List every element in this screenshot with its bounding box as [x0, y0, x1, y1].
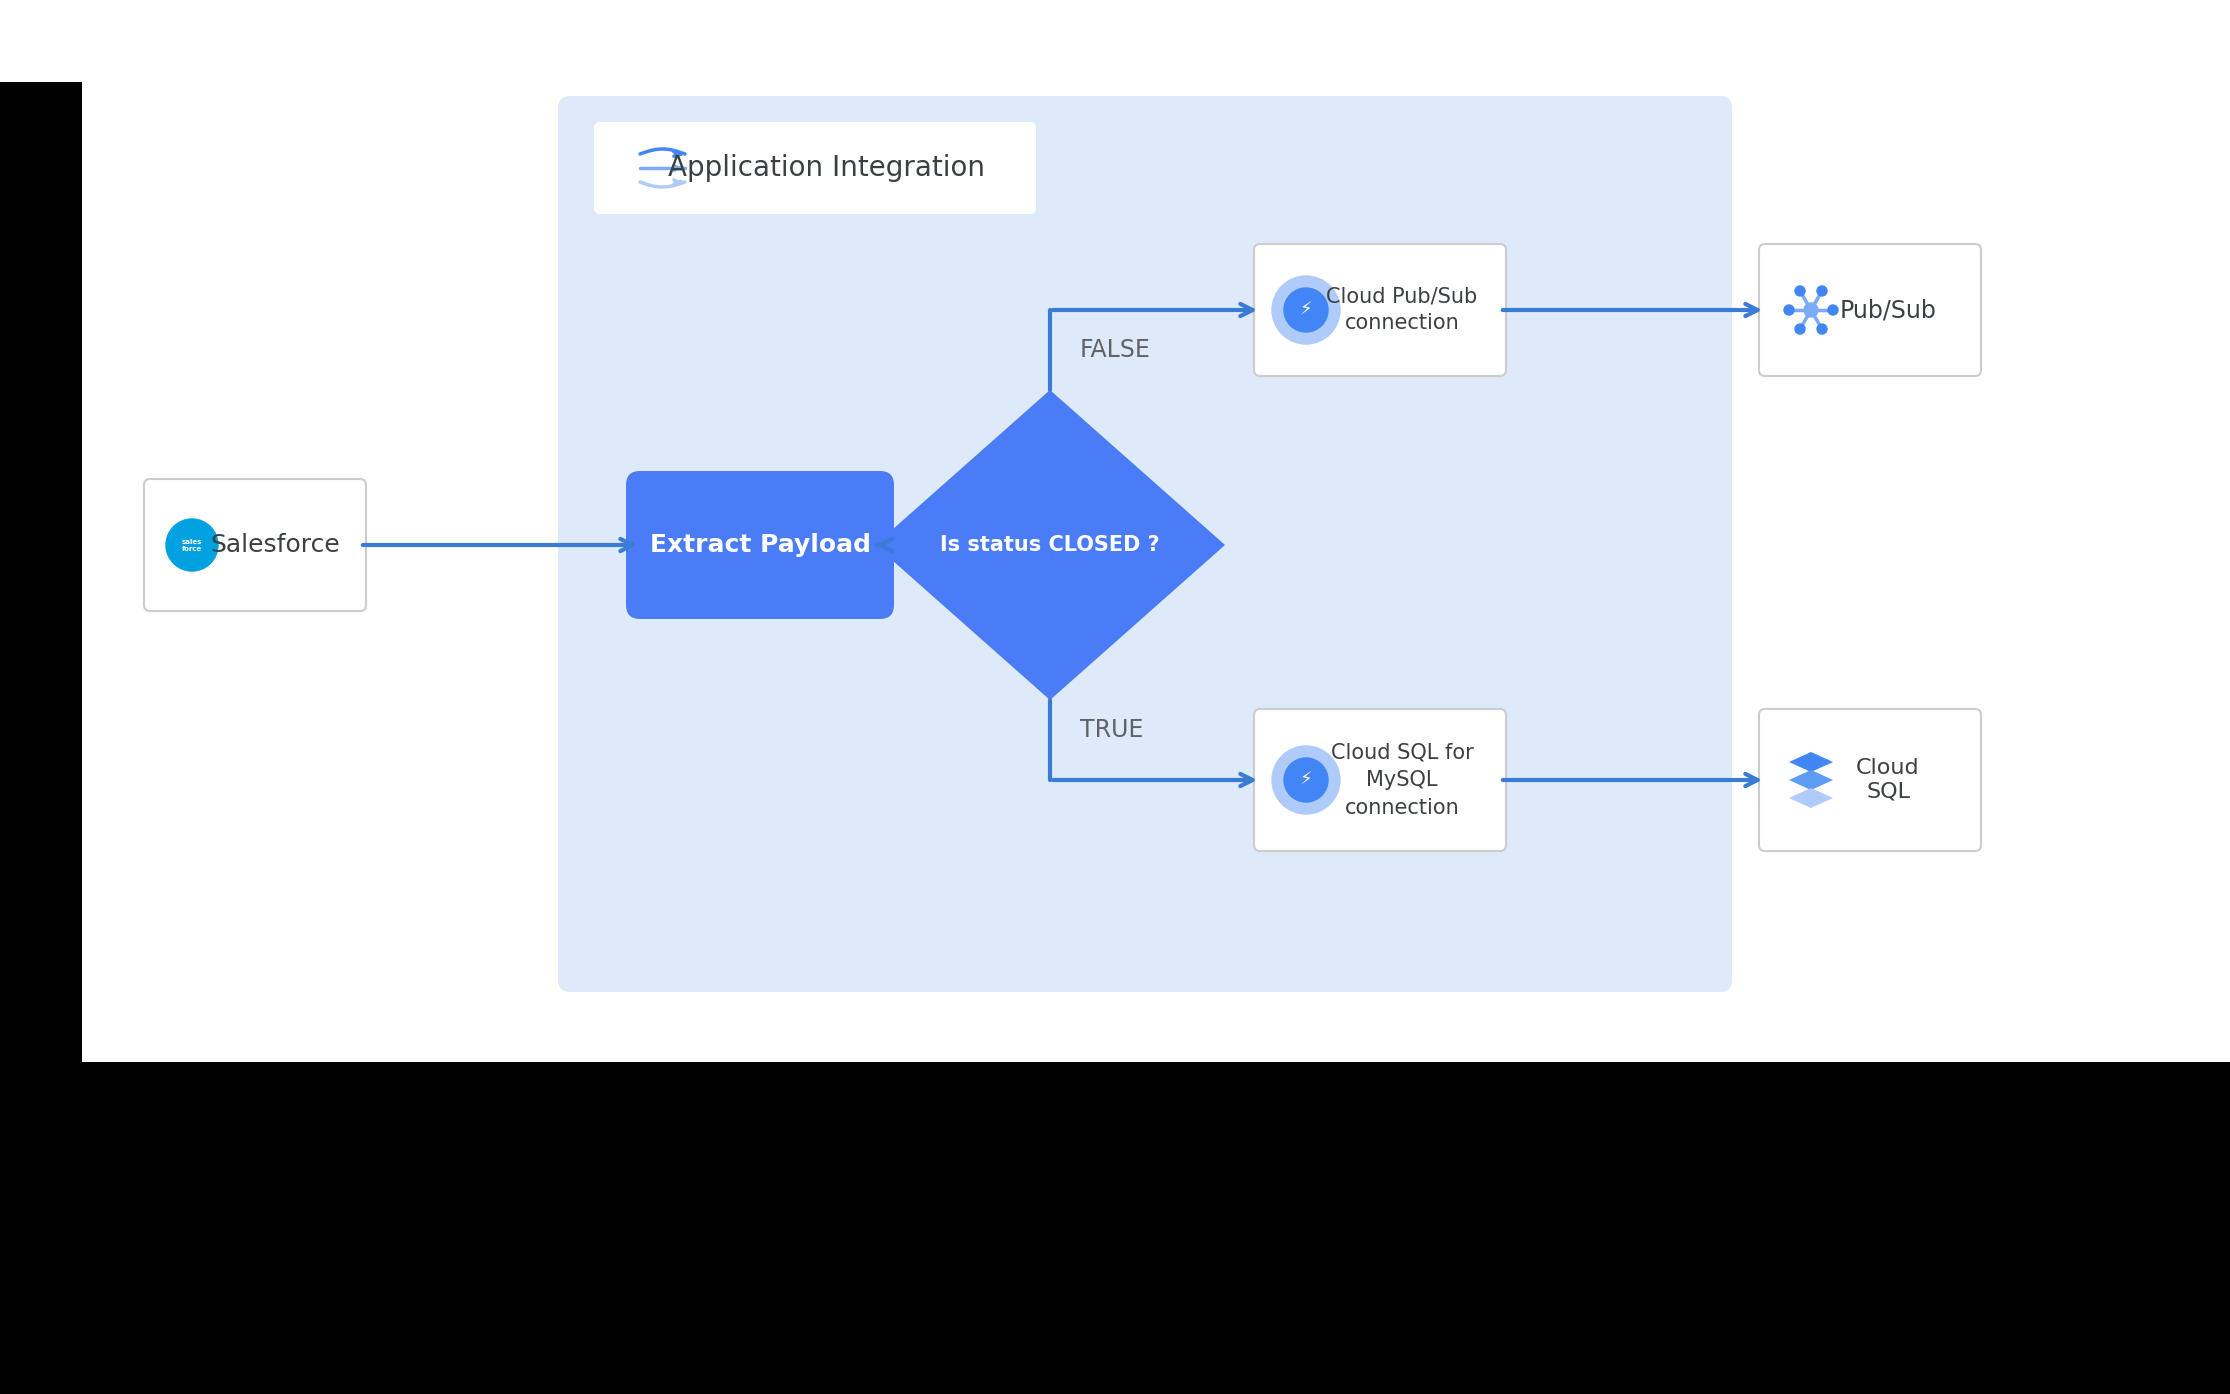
Circle shape: [1817, 323, 1826, 335]
FancyBboxPatch shape: [145, 480, 366, 611]
Circle shape: [1804, 302, 1817, 316]
Circle shape: [165, 519, 219, 572]
Circle shape: [1284, 758, 1329, 802]
Bar: [0, 1062, 2230, 1394]
Text: TRUE: TRUE: [1079, 718, 1144, 742]
Polygon shape: [1788, 769, 1833, 790]
Text: Cloud
SQL: Cloud SQL: [1855, 758, 1920, 802]
FancyBboxPatch shape: [593, 123, 1037, 215]
Circle shape: [1271, 276, 1340, 344]
Polygon shape: [874, 390, 1224, 700]
Text: Cloud SQL for
MySQL
connection: Cloud SQL for MySQL connection: [1331, 742, 1474, 818]
Text: ⚡: ⚡: [1300, 771, 1311, 789]
Circle shape: [1284, 289, 1329, 332]
Circle shape: [1271, 746, 1340, 814]
FancyBboxPatch shape: [1253, 710, 1505, 850]
Circle shape: [1829, 305, 1838, 315]
FancyBboxPatch shape: [1253, 244, 1505, 376]
Text: sales
force: sales force: [183, 538, 203, 552]
Text: Pub/Sub: Pub/Sub: [1840, 298, 1936, 322]
Polygon shape: [1788, 751, 1833, 772]
Circle shape: [1795, 286, 1804, 296]
FancyBboxPatch shape: [1759, 710, 1980, 850]
FancyBboxPatch shape: [627, 471, 894, 619]
FancyBboxPatch shape: [558, 96, 1733, 993]
Bar: [0, 82, 83, 1062]
Text: Salesforce: Salesforce: [210, 533, 339, 558]
Text: Cloud Pub/Sub
connection: Cloud Pub/Sub connection: [1327, 287, 1478, 333]
Text: Is status CLOSED ?: Is status CLOSED ?: [941, 535, 1160, 555]
Circle shape: [1795, 323, 1804, 335]
Circle shape: [1817, 286, 1826, 296]
FancyBboxPatch shape: [1759, 244, 1980, 376]
Text: ⚡: ⚡: [1300, 301, 1311, 319]
Text: Extract Payload: Extract Payload: [649, 533, 870, 558]
Text: FALSE: FALSE: [1079, 337, 1151, 362]
Polygon shape: [1788, 788, 1833, 809]
Text: Application Integration: Application Integration: [669, 153, 986, 183]
Circle shape: [1784, 305, 1793, 315]
